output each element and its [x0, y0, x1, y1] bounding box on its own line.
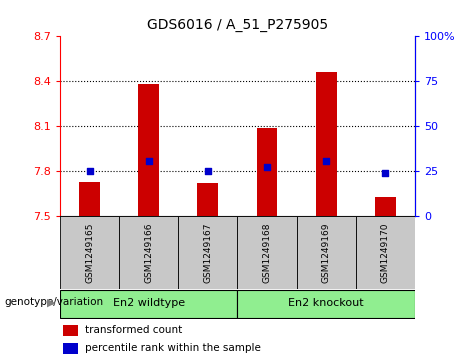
Text: GSM1249170: GSM1249170 — [381, 222, 390, 282]
Bar — [119, 216, 178, 289]
Text: En2 wildtype: En2 wildtype — [112, 298, 185, 309]
Bar — [60, 290, 237, 318]
Point — [145, 158, 152, 163]
Bar — [296, 216, 356, 289]
Bar — [64, 343, 77, 354]
Text: genotype/variation: genotype/variation — [5, 297, 104, 307]
Bar — [316, 72, 337, 216]
Bar — [64, 325, 77, 336]
Text: GSM1249168: GSM1249168 — [262, 222, 272, 282]
Title: GDS6016 / A_51_P275905: GDS6016 / A_51_P275905 — [147, 19, 328, 33]
Text: GSM1249169: GSM1249169 — [322, 222, 331, 282]
Text: transformed count: transformed count — [85, 325, 182, 335]
Text: ▶: ▶ — [47, 297, 55, 307]
Point — [86, 168, 93, 174]
Bar — [138, 84, 159, 216]
Bar — [197, 183, 218, 216]
Point — [204, 168, 212, 174]
Point — [382, 170, 389, 175]
Bar — [237, 216, 296, 289]
Bar — [237, 290, 415, 318]
Text: En2 knockout: En2 knockout — [288, 298, 364, 309]
Bar — [60, 216, 119, 289]
Bar — [356, 216, 415, 289]
Bar — [178, 216, 237, 289]
Text: GSM1249166: GSM1249166 — [144, 222, 153, 282]
Bar — [79, 182, 100, 216]
Text: GSM1249167: GSM1249167 — [203, 222, 213, 282]
Point — [322, 158, 330, 163]
Text: GSM1249165: GSM1249165 — [85, 222, 94, 282]
Bar — [257, 128, 278, 216]
Text: percentile rank within the sample: percentile rank within the sample — [85, 343, 260, 354]
Point — [263, 164, 271, 170]
Bar — [375, 196, 396, 216]
